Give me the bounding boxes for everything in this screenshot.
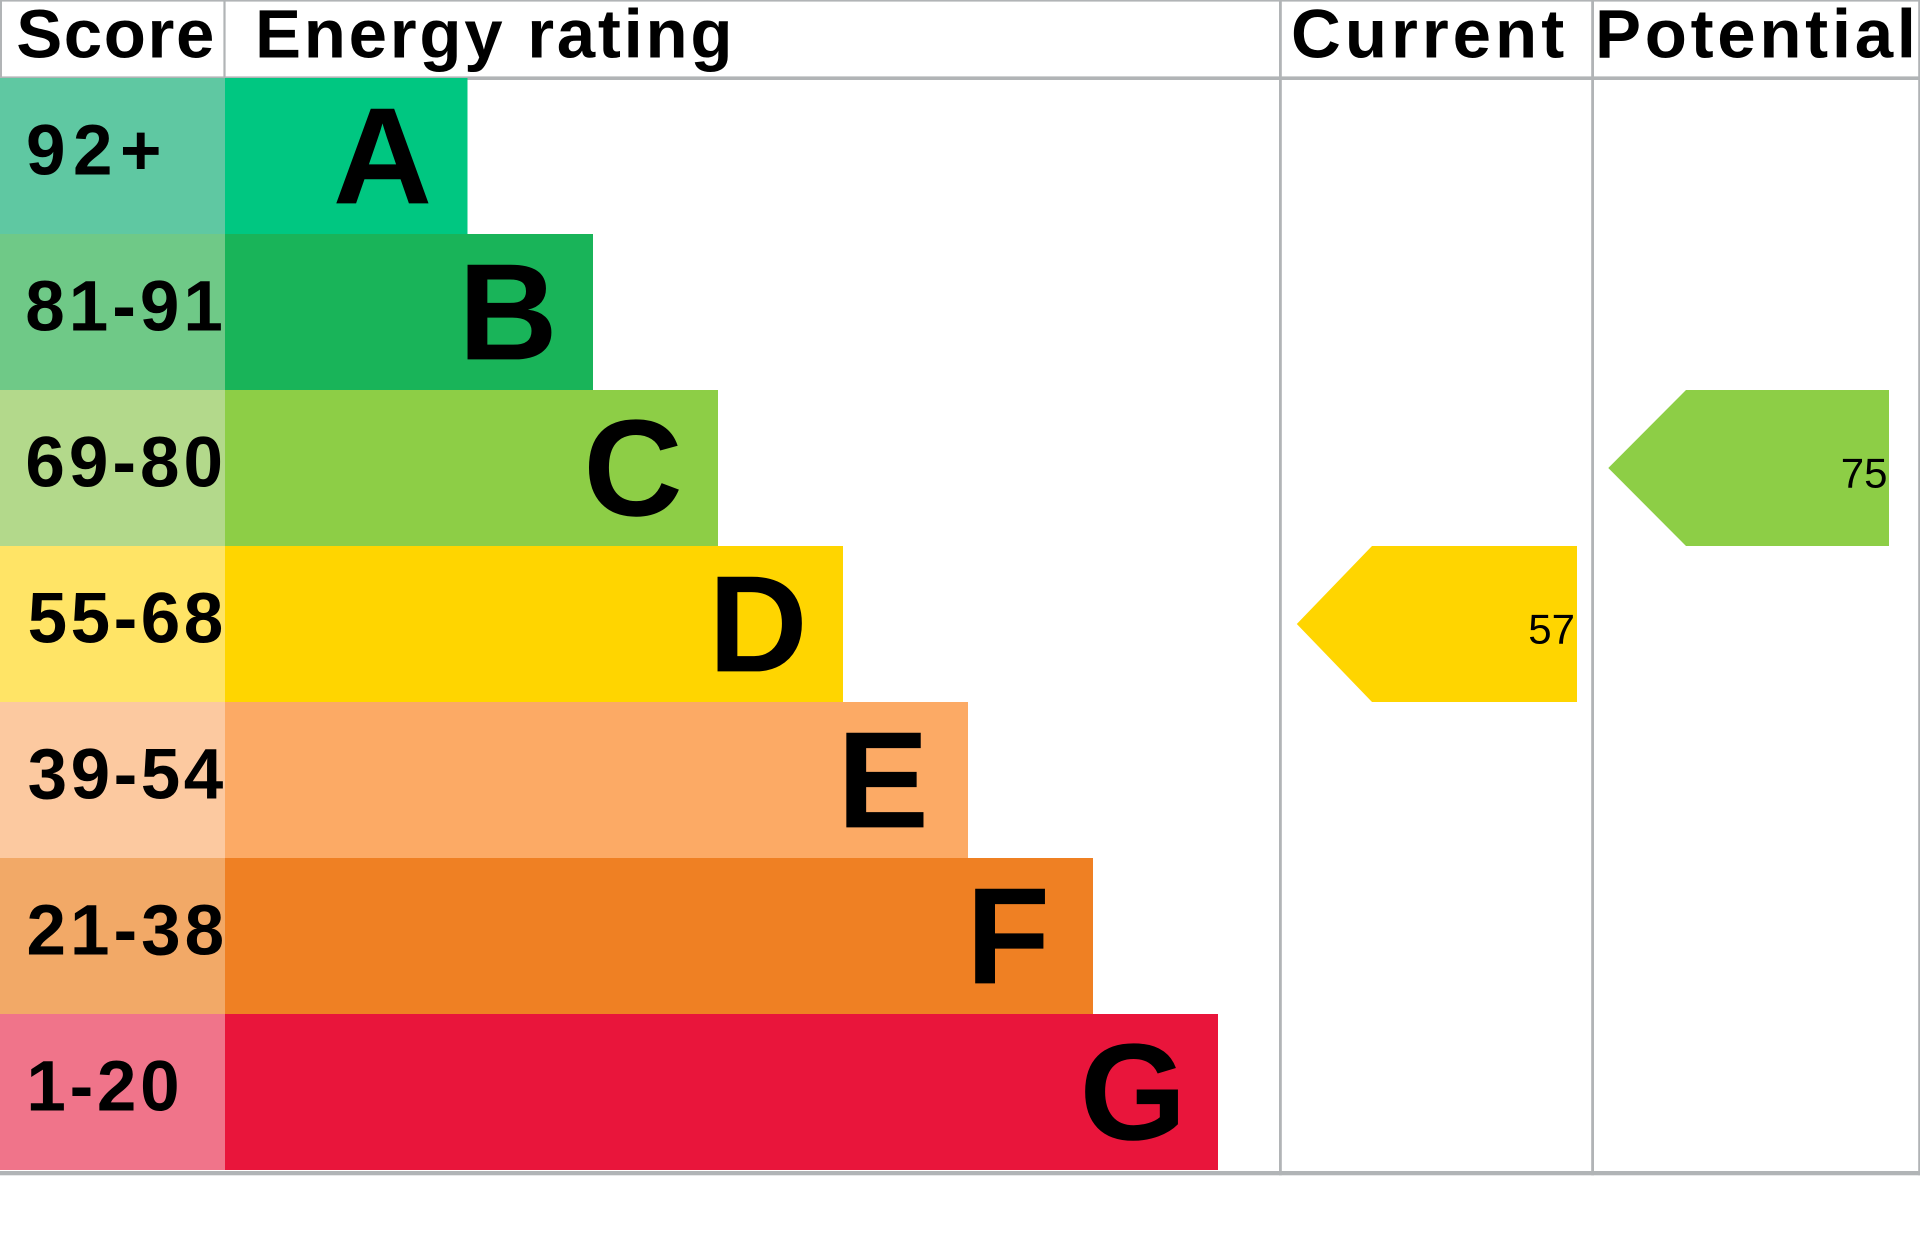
svg-text:57: 57 bbox=[1528, 606, 1575, 653]
svg-text:69-80: 69-80 bbox=[25, 424, 227, 503]
svg-text:81-91: 81-91 bbox=[25, 268, 227, 347]
svg-text:21-38: 21-38 bbox=[27, 892, 229, 971]
svg-text:1-20: 1-20 bbox=[26, 1048, 183, 1127]
svg-text:92+: 92+ bbox=[26, 112, 169, 191]
svg-text:Score: Score bbox=[16, 0, 216, 73]
svg-text:75: 75 bbox=[1841, 450, 1888, 497]
svg-text:B: B bbox=[458, 236, 557, 389]
svg-text:D: D bbox=[708, 548, 807, 701]
svg-text:55-68: 55-68 bbox=[28, 580, 227, 659]
svg-text:Current: Current bbox=[1291, 0, 1568, 73]
svg-text:Energy rating: Energy rating bbox=[255, 0, 735, 73]
svg-text:G: G bbox=[1080, 1016, 1187, 1169]
svg-text:Potential: Potential bbox=[1595, 0, 1920, 73]
svg-text:C: C bbox=[583, 392, 682, 545]
svg-text:F: F bbox=[966, 860, 1050, 1013]
svg-text:E: E bbox=[837, 704, 929, 857]
svg-text:A: A bbox=[333, 80, 432, 233]
svg-text:39-54: 39-54 bbox=[28, 736, 227, 815]
